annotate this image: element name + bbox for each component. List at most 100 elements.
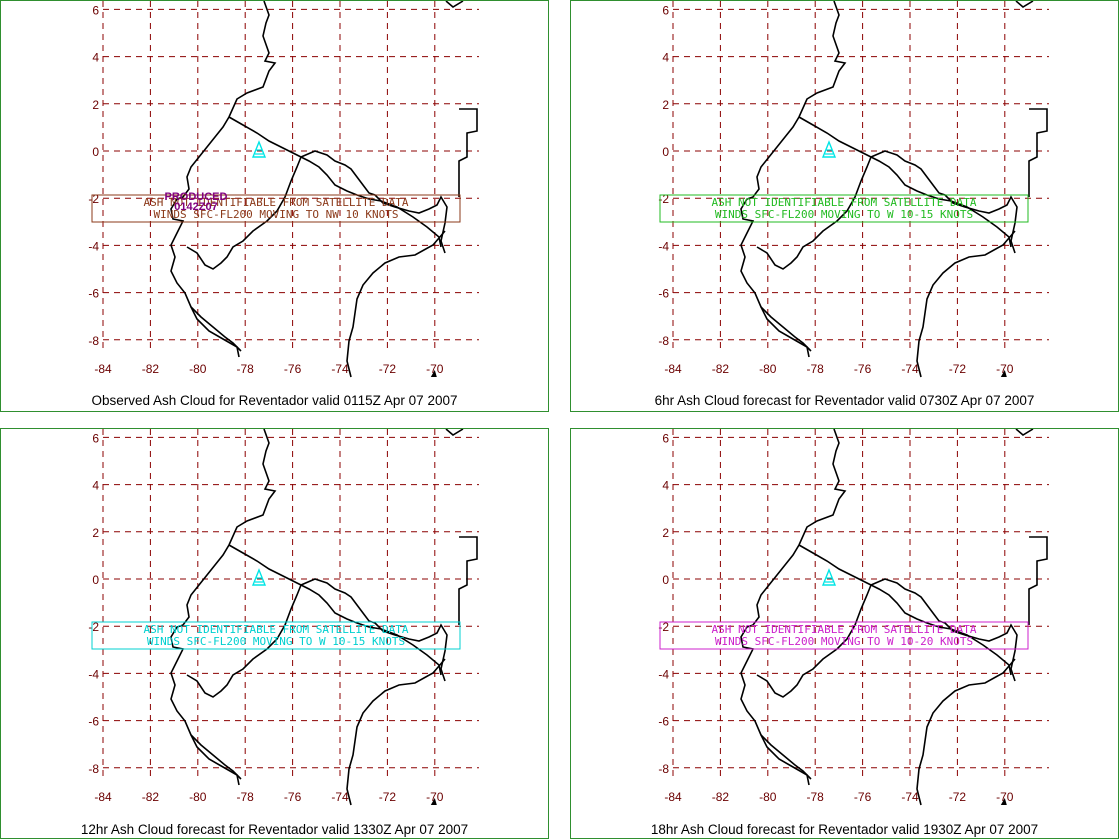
panel-caption: 12hr Ash Cloud forecast for Reventador v… bbox=[80, 822, 469, 837]
ash-statement-box: ASH NOT IDENTIFIABLE FROM SATELLITE DATA… bbox=[91, 194, 461, 223]
lat-tick-label: 2 bbox=[92, 526, 99, 540]
lon-tick-label: -80 bbox=[759, 790, 777, 804]
ash-statement-box: ASH NOT IDENTIFIABLE FROM SATELLITE DATA… bbox=[91, 621, 461, 650]
ash-statement-box: ASH NOT IDENTIFIABLE FROM SATELLITE DATA… bbox=[659, 194, 1029, 223]
ash-statement-line1: ASH NOT IDENTIFIABLE FROM SATELLITE DATA bbox=[712, 623, 977, 636]
marker-icon bbox=[1000, 370, 1007, 377]
lon-tick-label: -74 bbox=[331, 362, 349, 376]
coastline bbox=[740, 1, 1048, 378]
coastline-path bbox=[1015, 429, 1034, 436]
lon-tick-label: -84 bbox=[94, 790, 112, 804]
coastline-path bbox=[186, 584, 302, 698]
lat-tick-label: 2 bbox=[662, 526, 669, 540]
coastline-path bbox=[170, 1, 277, 352]
lon-tick-label: -78 bbox=[807, 362, 825, 376]
lat-tick-label: 0 bbox=[92, 573, 99, 587]
lat-tick-label: 6 bbox=[92, 431, 99, 445]
volcano-triangle-icon bbox=[821, 568, 837, 586]
lon-tick-label: -82 bbox=[142, 790, 160, 804]
produced-time: 0142Z07 bbox=[174, 201, 217, 213]
coastline-path bbox=[870, 578, 1018, 682]
lon-tick-label: -70 bbox=[426, 362, 444, 376]
lon-tick-label: -82 bbox=[142, 362, 160, 376]
coastline-path bbox=[1028, 536, 1048, 625]
coastline-path bbox=[740, 1, 847, 352]
panel-caption: 6hr Ash Cloud forecast for Reventador va… bbox=[654, 393, 1035, 408]
lon-tick-label: -70 bbox=[996, 362, 1014, 376]
panel-caption: 18hr Ash Cloud forecast for Reventador v… bbox=[650, 822, 1039, 837]
coastline-path bbox=[190, 734, 240, 786]
panel-forecast-6hr: 6 4 2 0 -2 -4 -6 -8 -84 -82 -80 -78 -76 -74 -72 -70 ASH … bbox=[570, 0, 1119, 412]
coastline-path bbox=[300, 578, 448, 682]
coastline-path bbox=[228, 116, 442, 248]
lon-tick-label: -84 bbox=[664, 790, 682, 804]
lat-tick-label: -8 bbox=[88, 762, 99, 776]
volcano-triangle-icon bbox=[821, 140, 837, 158]
coastline-path bbox=[798, 544, 1012, 676]
ash-statement-line2: WINDS SFC-FL200 MOVING TO W 10-15 KNOTS bbox=[147, 635, 405, 648]
lat-tick-label: -6 bbox=[88, 287, 99, 301]
lon-tick-label: -70 bbox=[996, 790, 1014, 804]
lat-tick-label: 0 bbox=[662, 573, 669, 587]
lat-tick-label: 0 bbox=[92, 145, 99, 159]
lat-tick-label: -2 bbox=[658, 192, 669, 206]
lon-tick-label: -72 bbox=[949, 362, 967, 376]
lat-tick-label: 6 bbox=[92, 3, 99, 17]
marker-icon bbox=[430, 798, 437, 805]
coastline-path bbox=[870, 150, 1018, 254]
lon-tick-label: -70 bbox=[426, 790, 444, 804]
lat-tick-label: 4 bbox=[92, 51, 99, 65]
coastline-path bbox=[228, 544, 442, 676]
ash-statement-frame bbox=[659, 194, 1029, 223]
marker-icon bbox=[1000, 798, 1007, 805]
lon-tick-label: -72 bbox=[379, 362, 397, 376]
lon-tick-label: -80 bbox=[189, 790, 207, 804]
coastline-path bbox=[760, 306, 810, 358]
coastline-path bbox=[190, 306, 240, 358]
marker-icon bbox=[430, 370, 437, 377]
coastline-path bbox=[756, 156, 872, 270]
coastline-path bbox=[346, 230, 446, 378]
ash-statement-line2: WINDS SFC-FL200 MOVING TO W 10-20 KNOTS bbox=[715, 635, 973, 648]
ash-statement-box: ASH NOT IDENTIFIABLE FROM SATELLITE DATA… bbox=[659, 621, 1029, 650]
lat-tick-label: -4 bbox=[658, 667, 669, 681]
lat-tick-label: -4 bbox=[88, 239, 99, 253]
grid bbox=[102, 1, 479, 353]
lon-tick-label: -74 bbox=[901, 362, 919, 376]
lon-tick-label: -82 bbox=[712, 790, 730, 804]
lon-tick-label: -78 bbox=[237, 362, 255, 376]
lon-tick-label: -82 bbox=[712, 362, 730, 376]
lat-tick-label: 6 bbox=[662, 3, 669, 17]
lat-tick-label: -6 bbox=[658, 715, 669, 729]
lon-tick-label: -76 bbox=[854, 790, 872, 804]
coastline-path bbox=[756, 584, 872, 698]
coastline-path bbox=[170, 429, 277, 780]
coastline-path bbox=[1028, 108, 1048, 197]
lat-tick-label: -6 bbox=[658, 287, 669, 301]
lat-tick-label: -4 bbox=[658, 239, 669, 253]
lat-tick-label: 4 bbox=[92, 479, 99, 493]
coastline-path bbox=[916, 230, 1016, 378]
coastline-path bbox=[458, 536, 478, 625]
coastline-path bbox=[300, 150, 448, 254]
ash-map: 6 4 2 0 -2 -4 -6 -8 -84 -82 -80 -78 -76 -74 -72 -70 ASH … bbox=[88, 429, 479, 806]
lon-tick-label: -72 bbox=[949, 790, 967, 804]
coastline bbox=[170, 429, 478, 806]
ash-map: 6 4 2 0 -2 -4 -6 -8 -84 -82 -80 -78 -76 -74 -72 -70 ASH … bbox=[88, 1, 479, 378]
lat-tick-label: -8 bbox=[658, 762, 669, 776]
coastline-path bbox=[346, 658, 446, 806]
lon-tick-label: -78 bbox=[807, 790, 825, 804]
panel-forecast-18hr: 6 4 2 0 -2 -4 -6 -8 -84 -82 -80 -78 -76 -74 -72 -70 ASH … bbox=[570, 428, 1119, 839]
lat-tick-label: 2 bbox=[92, 98, 99, 112]
coastline-path bbox=[740, 429, 847, 780]
coastline-path bbox=[445, 1, 464, 8]
lat-tick-label: 4 bbox=[662, 51, 669, 65]
lon-tick-label: -74 bbox=[901, 790, 919, 804]
lon-tick-label: -76 bbox=[284, 362, 302, 376]
coastline-path bbox=[916, 658, 1016, 806]
coastline-path bbox=[458, 108, 478, 197]
lat-tick-label: -8 bbox=[88, 334, 99, 348]
panel-caption: Observed Ash Cloud for Reventador valid … bbox=[91, 393, 458, 408]
ash-statement-frame bbox=[91, 621, 461, 650]
